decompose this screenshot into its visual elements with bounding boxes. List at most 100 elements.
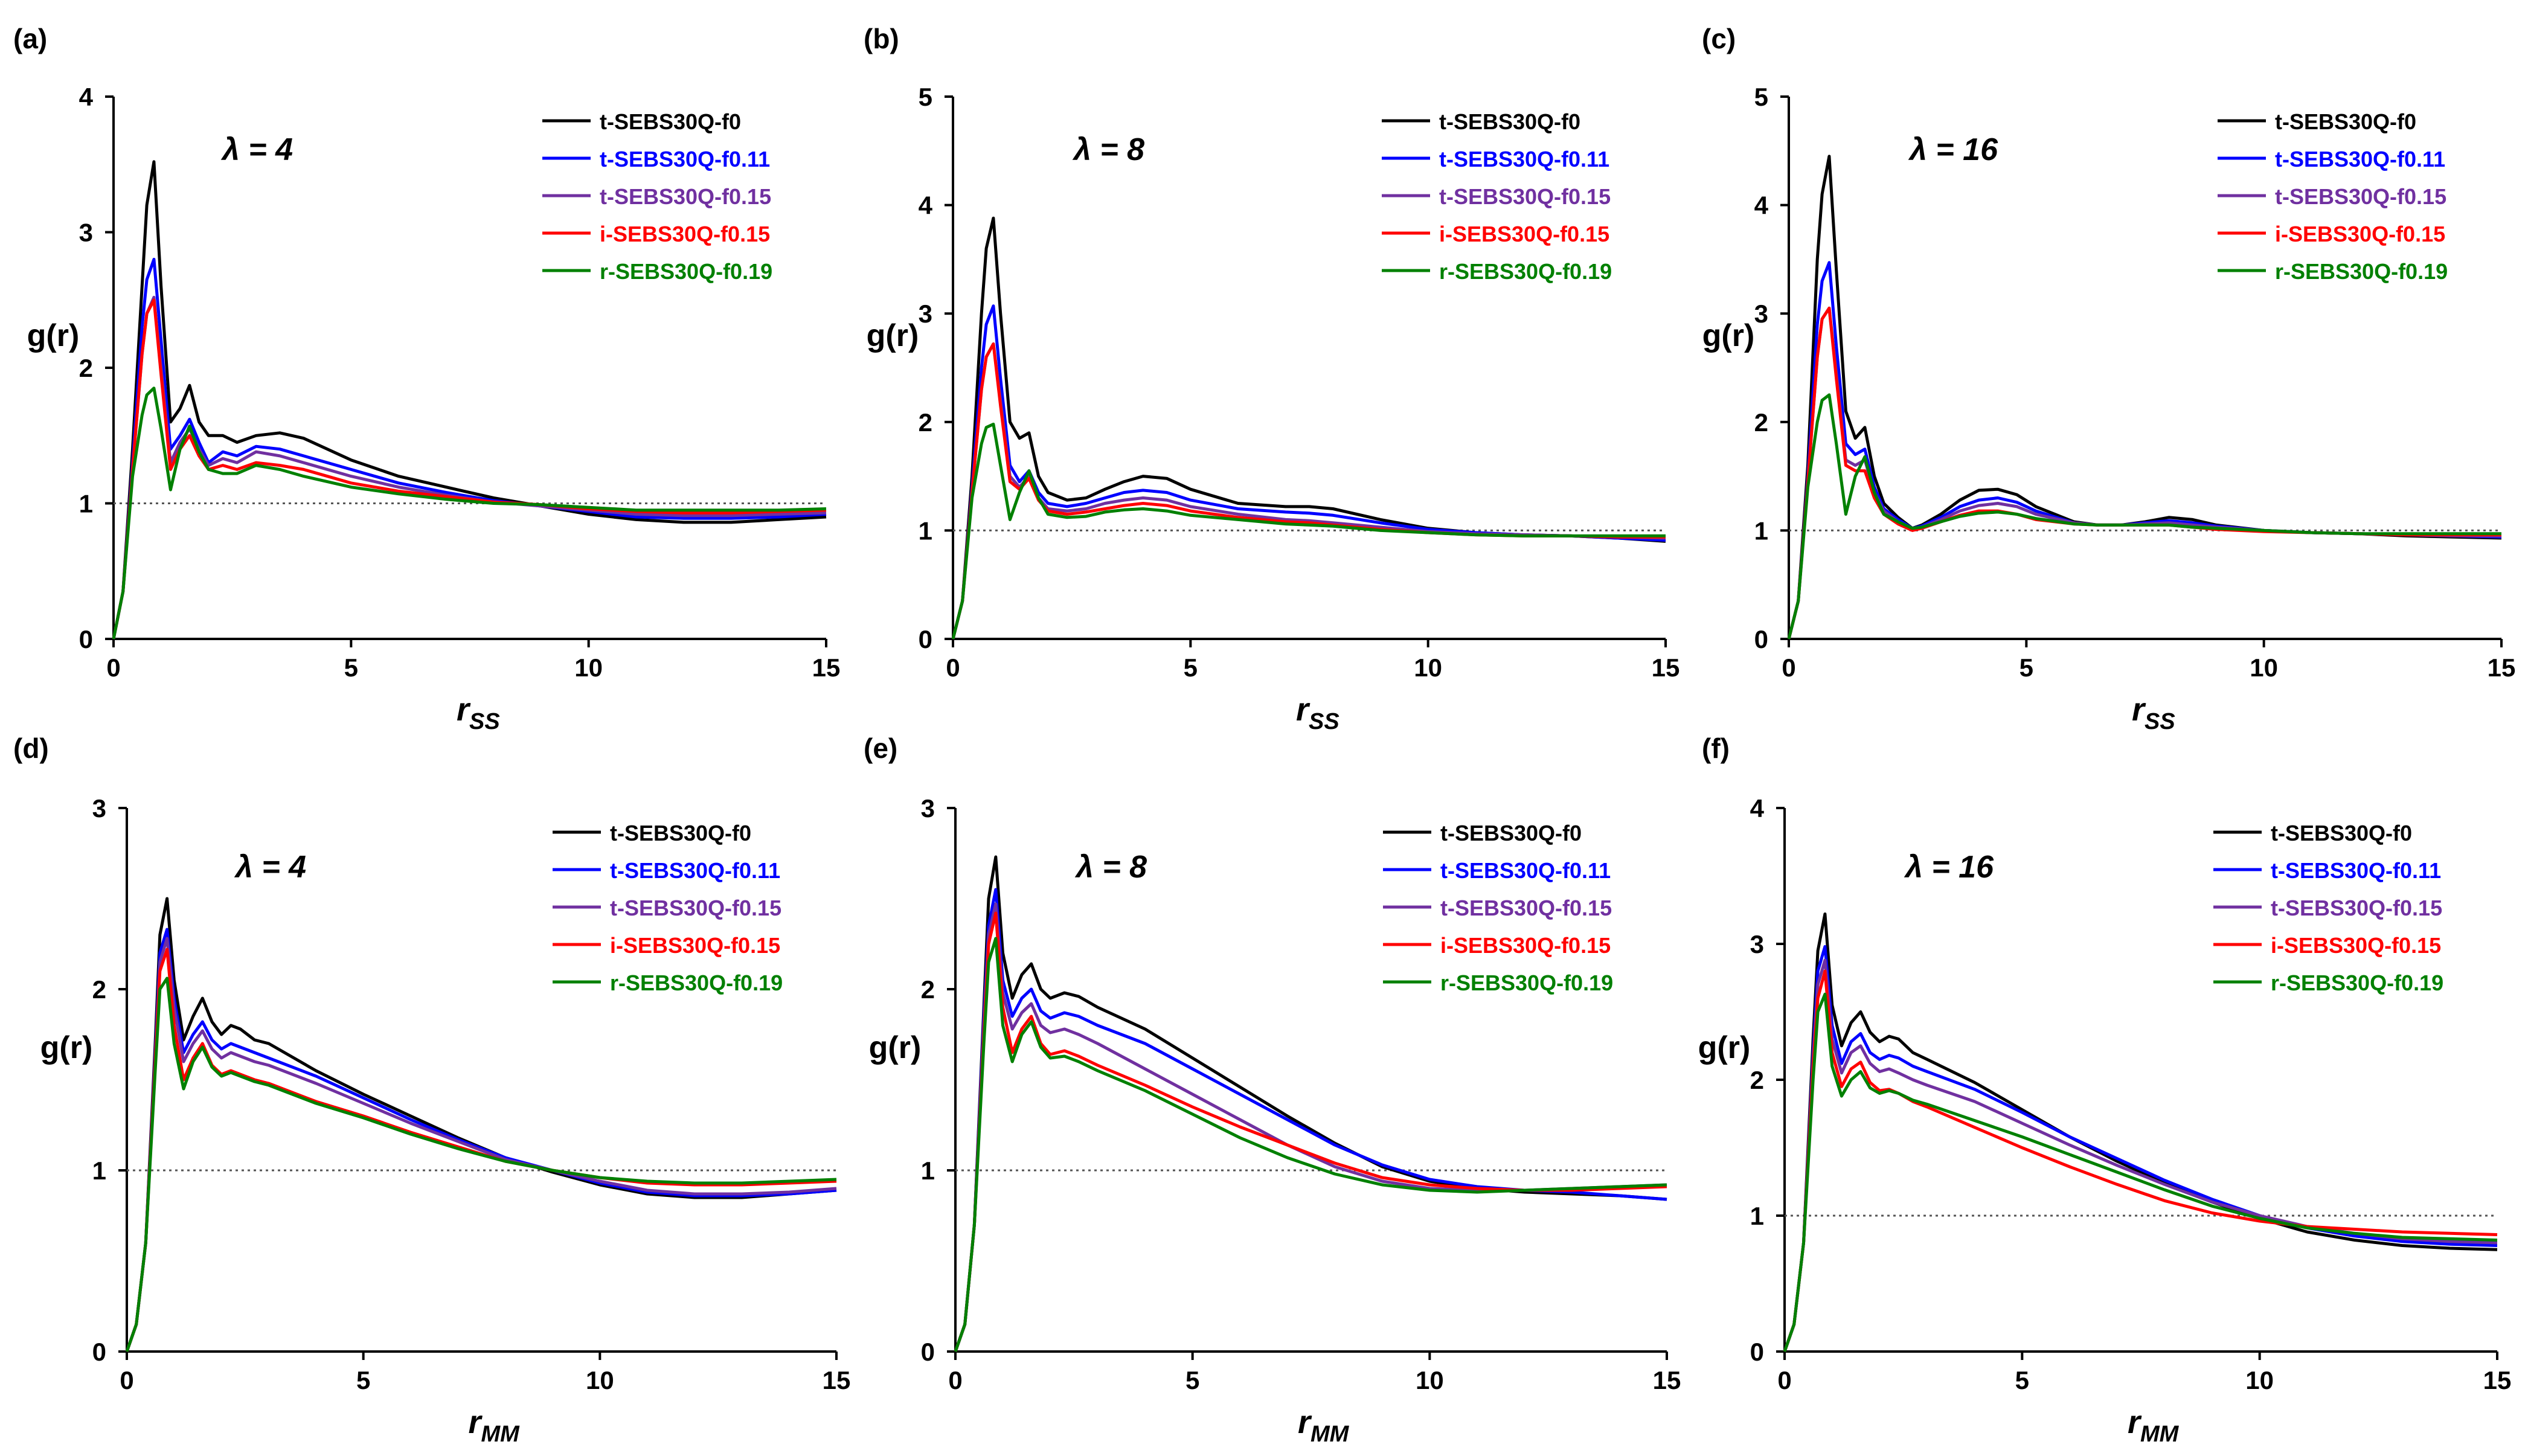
series-line-t-SEBS30Q-f0.11: [125, 928, 837, 1352]
y-tick-label: 4: [1750, 794, 1765, 823]
legend-entry: t-SEBS30Q-f0.15: [2271, 896, 2442, 920]
y-tick-label: 1: [1750, 1202, 1764, 1230]
panel-label: (a): [13, 23, 47, 54]
x-axis-label-main: r: [1296, 691, 1311, 728]
series-line-t-SEBS30Q-f0.15: [1783, 958, 2498, 1352]
legend-entry: t-SEBS30Q-f0: [610, 821, 751, 845]
x-tick-label: 5: [356, 1366, 370, 1394]
lambda-label: λ = 4: [220, 132, 293, 167]
legend-entry: i-SEBS30Q-f0.15: [2275, 222, 2445, 246]
lambda-label: λ = 8: [1074, 850, 1147, 885]
legend-entry: t-SEBS30Q-f0.11: [600, 147, 770, 172]
x-axis-label-main: r: [2128, 1404, 2142, 1440]
series-line-t-SEBS30Q-f0.11: [1787, 261, 2502, 640]
x-tick-label: 0: [1782, 653, 1795, 682]
x-tick-label: 5: [2020, 653, 2033, 682]
series-line-i-SEBS30Q-f0.15: [1783, 969, 2498, 1352]
series-line-r-SEBS30Q-f0.19: [125, 977, 837, 1352]
series-line-t-SEBS30Q-f0.15: [951, 342, 1666, 640]
x-axis-label-subscript: MM: [1311, 1422, 1350, 1447]
x-axis-label: rMM: [1298, 1404, 1350, 1447]
x-axis-label-subscript: SS: [1309, 709, 1339, 734]
y-tick-label: 4: [919, 191, 933, 220]
series-line-r-SEBS30Q-f0.19: [951, 422, 1666, 640]
x-tick-label: 0: [1777, 1366, 1791, 1394]
x-tick-label: 5: [344, 653, 358, 682]
series-line-i-SEBS30Q-f0.15: [954, 911, 1667, 1352]
y-axis-label: g(r): [867, 318, 919, 353]
legend-entry: r-SEBS30Q-f0.19: [600, 259, 772, 284]
x-tick-label: 10: [2245, 1366, 2274, 1394]
panel-f: (f) 0 1 2 3 4 0 5 10 15 rMM g(r) λ = 16 t-SEBS30Q-f0 t…: [1698, 733, 2512, 1447]
y-tick-label: 0: [1750, 1338, 1764, 1366]
series-line-r-SEBS30Q-f0.19: [1787, 393, 2501, 640]
x-axis-label-subscript: MM: [481, 1422, 521, 1447]
legend-entry: t-SEBS30Q-f0: [1439, 109, 1580, 134]
legend-entry: t-SEBS30Q-f0.11: [2275, 147, 2445, 172]
y-tick-label: 0: [92, 1338, 106, 1366]
legend-entry: t-SEBS30Q-f0: [2271, 821, 2412, 845]
legend-entry: i-SEBS30Q-f0.15: [610, 933, 780, 958]
panel-label: (c): [1702, 23, 1736, 54]
legend-entry: t-SEBS30Q-f0.11: [2271, 858, 2441, 883]
x-tick-label: 0: [106, 653, 120, 682]
y-tick-label: 2: [1754, 408, 1768, 437]
x-axis-label-main: r: [2132, 691, 2146, 728]
series-line-t-SEBS30Q-f0: [112, 160, 827, 640]
legend-entry: i-SEBS30Q-f0.15: [600, 222, 770, 246]
panel-label: (b): [864, 23, 899, 54]
legend-entry: t-SEBS30Q-f0: [1440, 821, 1582, 845]
y-tick-label: 1: [79, 490, 93, 518]
y-tick-label: 5: [919, 83, 932, 111]
series-line-t-SEBS30Q-f0.11: [1783, 945, 2498, 1352]
series-line-t-SEBS30Q-f0.15: [1787, 306, 2501, 640]
legend-entry: r-SEBS30Q-f0.19: [1440, 970, 1613, 995]
x-tick-label: 15: [1652, 653, 1680, 682]
legend-entry: t-SEBS30Q-f0: [2275, 109, 2416, 134]
y-tick-label: 3: [1750, 930, 1764, 958]
legend-entry: t-SEBS30Q-f0.11: [610, 858, 780, 883]
legend-entry: i-SEBS30Q-f0.15: [2271, 933, 2441, 958]
y-tick-label: 0: [921, 1338, 935, 1366]
series-line-t-SEBS30Q-f0.15: [125, 937, 837, 1352]
x-tick-label: 5: [2015, 1366, 2029, 1394]
lambda-label: λ = 4: [234, 850, 306, 885]
y-tick-label: 1: [919, 516, 932, 545]
legend-entry: r-SEBS30Q-f0.19: [1439, 259, 1612, 284]
y-tick-label: 1: [921, 1156, 935, 1185]
lambda-label: λ = 8: [1072, 132, 1144, 167]
legend-entry: r-SEBS30Q-f0.19: [610, 970, 783, 995]
legend-entry: t-SEBS30Q-f0.11: [1439, 147, 1609, 172]
legend-entry: t-SEBS30Q-f0.15: [1439, 184, 1611, 209]
series-line-t-SEBS30Q-f0.15: [112, 295, 827, 640]
y-tick-label: 3: [919, 300, 932, 328]
panel-a: (a) 0 1 2 3 4 0 5 10 15 rSS g(r) λ = 4 t-SEBS30Q-f0 t-…: [13, 23, 840, 734]
x-axis-label: rSS: [2132, 691, 2175, 734]
y-tick-label: 4: [1754, 191, 1769, 220]
legend-entry: t-SEBS30Q-f0.15: [2275, 184, 2446, 209]
x-tick-label: 15: [823, 1366, 851, 1394]
x-axis-label: rMM: [2128, 1404, 2180, 1447]
y-tick-label: 3: [79, 219, 93, 247]
y-axis-label: g(r): [1698, 1030, 1751, 1065]
panel-d: (d) 0 1 2 3 0 5 10 15 rMM g(r) λ = 4 t-SEBS30Q-f0 t-S…: [13, 733, 850, 1447]
y-tick-label: 0: [1754, 625, 1768, 653]
series-line-t-SEBS30Q-f0: [125, 897, 837, 1352]
legend-entry: t-SEBS30Q-f0.15: [610, 896, 781, 920]
x-axis-label: rSS: [1296, 691, 1339, 734]
series-line-i-SEBS30Q-f0.15: [951, 342, 1666, 640]
x-tick-label: 15: [2488, 653, 2516, 682]
x-axis-label-main: r: [1298, 1404, 1312, 1440]
x-tick-label: 10: [574, 653, 603, 682]
lambda-label: λ = 16: [1908, 132, 1998, 167]
series-line-i-SEBS30Q-f0.15: [112, 298, 827, 640]
legend-entry: i-SEBS30Q-f0.15: [1439, 222, 1609, 246]
x-axis-label-subscript: MM: [2140, 1422, 2180, 1447]
x-tick-label: 15: [2483, 1366, 2512, 1394]
panel-b: (b) 0 1 2 3 4 5 0 5 10 15 rSS g(r) λ = 8 t-SEBS30Q-f0 t…: [864, 23, 1679, 734]
series-line-t-SEBS30Q-f0.15: [954, 902, 1667, 1352]
y-tick-label: 2: [919, 408, 932, 437]
legend-entry: t-SEBS30Q-f0.15: [600, 184, 771, 209]
x-tick-label: 15: [812, 653, 841, 682]
